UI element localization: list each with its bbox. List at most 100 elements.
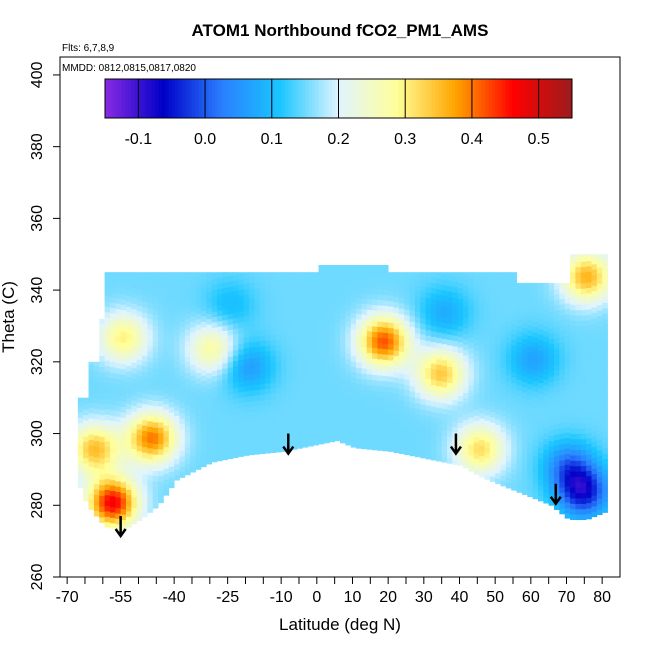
heatmap-cell: [452, 319, 459, 325]
heatmap-cell: [425, 292, 432, 299]
heatmap-cell: [548, 467, 555, 474]
heatmap-cell: [495, 284, 501, 291]
heatmap-cell: [500, 378, 507, 385]
heatmap-cell: [372, 315, 378, 322]
heatmap-cell: [291, 304, 298, 310]
heatmap-cell: [430, 293, 437, 300]
heatmap-cell: [372, 401, 378, 408]
heatmap-cell: [479, 391, 485, 398]
heatmap-cell: [425, 415, 432, 422]
heatmap-cell: [142, 462, 148, 469]
heatmap-cell: [511, 334, 517, 340]
heatmap-cell: [548, 473, 555, 479]
heatmap-cell: [275, 328, 282, 335]
heatmap-cell: [206, 377, 212, 384]
heatmap-cell: [270, 404, 277, 410]
heatmap-cell: [495, 333, 501, 339]
heatmap-cell: [463, 301, 469, 307]
heatmap-cell: [147, 302, 154, 309]
heatmap-cell: [297, 292, 303, 299]
heatmap-cell: [340, 394, 346, 401]
heatmap-cell: [147, 485, 154, 492]
heatmap-cell: [564, 362, 571, 368]
heatmap-cell: [430, 406, 437, 413]
heatmap-cell: [457, 379, 464, 386]
heatmap-cell: [302, 382, 309, 389]
heatmap-cell: [570, 508, 576, 515]
heatmap-cell: [340, 276, 346, 282]
heatmap-cell: [495, 392, 501, 399]
heatmap-cell: [473, 452, 480, 459]
heatmap-cell: [586, 513, 592, 520]
heatmap-cell: [179, 380, 186, 387]
heatmap-cell: [163, 344, 170, 351]
heatmap-cell: [398, 313, 405, 320]
heatmap-cell: [329, 269, 336, 276]
heatmap-cell: [297, 426, 303, 433]
heatmap-cell: [275, 435, 282, 442]
heatmap-cell: [452, 378, 459, 385]
heatmap-cell: [548, 381, 555, 388]
heatmap-cell: [291, 341, 298, 348]
heatmap-cell: [222, 432, 229, 439]
heatmap-cell: [409, 364, 416, 371]
heatmap-cell: [334, 424, 341, 431]
heatmap-cell: [591, 333, 598, 340]
heatmap-cell: [174, 281, 180, 287]
heatmap-cell: [297, 442, 303, 449]
heatmap-cell: [602, 329, 608, 336]
heatmap-cell: [249, 443, 255, 450]
heatmap-cell: [136, 472, 143, 479]
heatmap-cell: [382, 359, 389, 366]
heatmap-cell: [554, 385, 560, 392]
heatmap-cell: [463, 398, 469, 404]
heatmap-cell: [158, 282, 164, 288]
heatmap-cell: [527, 346, 534, 352]
heatmap-cell: [398, 367, 405, 374]
heatmap-cell: [104, 365, 111, 372]
heatmap-cell: [334, 290, 341, 296]
heatmap-cell: [345, 439, 352, 446]
heatmap-cell: [377, 332, 384, 338]
arrow-marker: [449, 433, 462, 456]
heatmap-cell: [131, 513, 138, 519]
heatmap-cell: [163, 403, 170, 410]
heatmap-cell: [174, 291, 180, 298]
colorbar-segment: [548, 79, 553, 118]
heatmap-cell: [179, 343, 186, 349]
heatmap-cell: [468, 433, 475, 440]
heatmap-cell: [93, 494, 100, 501]
heatmap-cell: [447, 447, 453, 453]
heatmap-cell: [377, 445, 384, 451]
heatmap-cell: [323, 426, 330, 433]
heatmap-cell: [425, 303, 432, 309]
heatmap-cell: [104, 430, 111, 437]
x-tick-label: 10: [344, 589, 362, 606]
heatmap-cell: [238, 359, 245, 366]
heatmap-cell: [206, 272, 212, 277]
heatmap-cell: [291, 438, 298, 445]
heatmap-cell: [447, 323, 453, 330]
heatmap-cell: [377, 439, 384, 446]
heatmap-cell: [532, 375, 539, 381]
heatmap-cell: [447, 441, 453, 448]
heatmap-cell: [447, 431, 453, 437]
heatmap-cell: [345, 332, 352, 338]
heatmap-cell: [152, 432, 159, 439]
heatmap-cell: [270, 377, 277, 384]
heatmap-cell: [174, 345, 180, 352]
heatmap-cell: [125, 478, 132, 485]
heatmap-cell: [200, 273, 207, 279]
heatmap-cell: [409, 353, 416, 360]
colorbar-segment: [271, 79, 276, 118]
heatmap-cell: [275, 430, 282, 437]
heatmap-cell: [158, 422, 164, 428]
heatmap-cell: [377, 267, 384, 274]
heatmap-cell: [318, 417, 325, 423]
heatmap-cell: [120, 395, 127, 402]
heatmap-cell: [99, 409, 105, 416]
heatmap-cell: [527, 485, 534, 492]
heatmap-cell: [147, 453, 154, 460]
heatmap-cell: [591, 317, 598, 324]
heatmap-cell: [356, 281, 362, 288]
